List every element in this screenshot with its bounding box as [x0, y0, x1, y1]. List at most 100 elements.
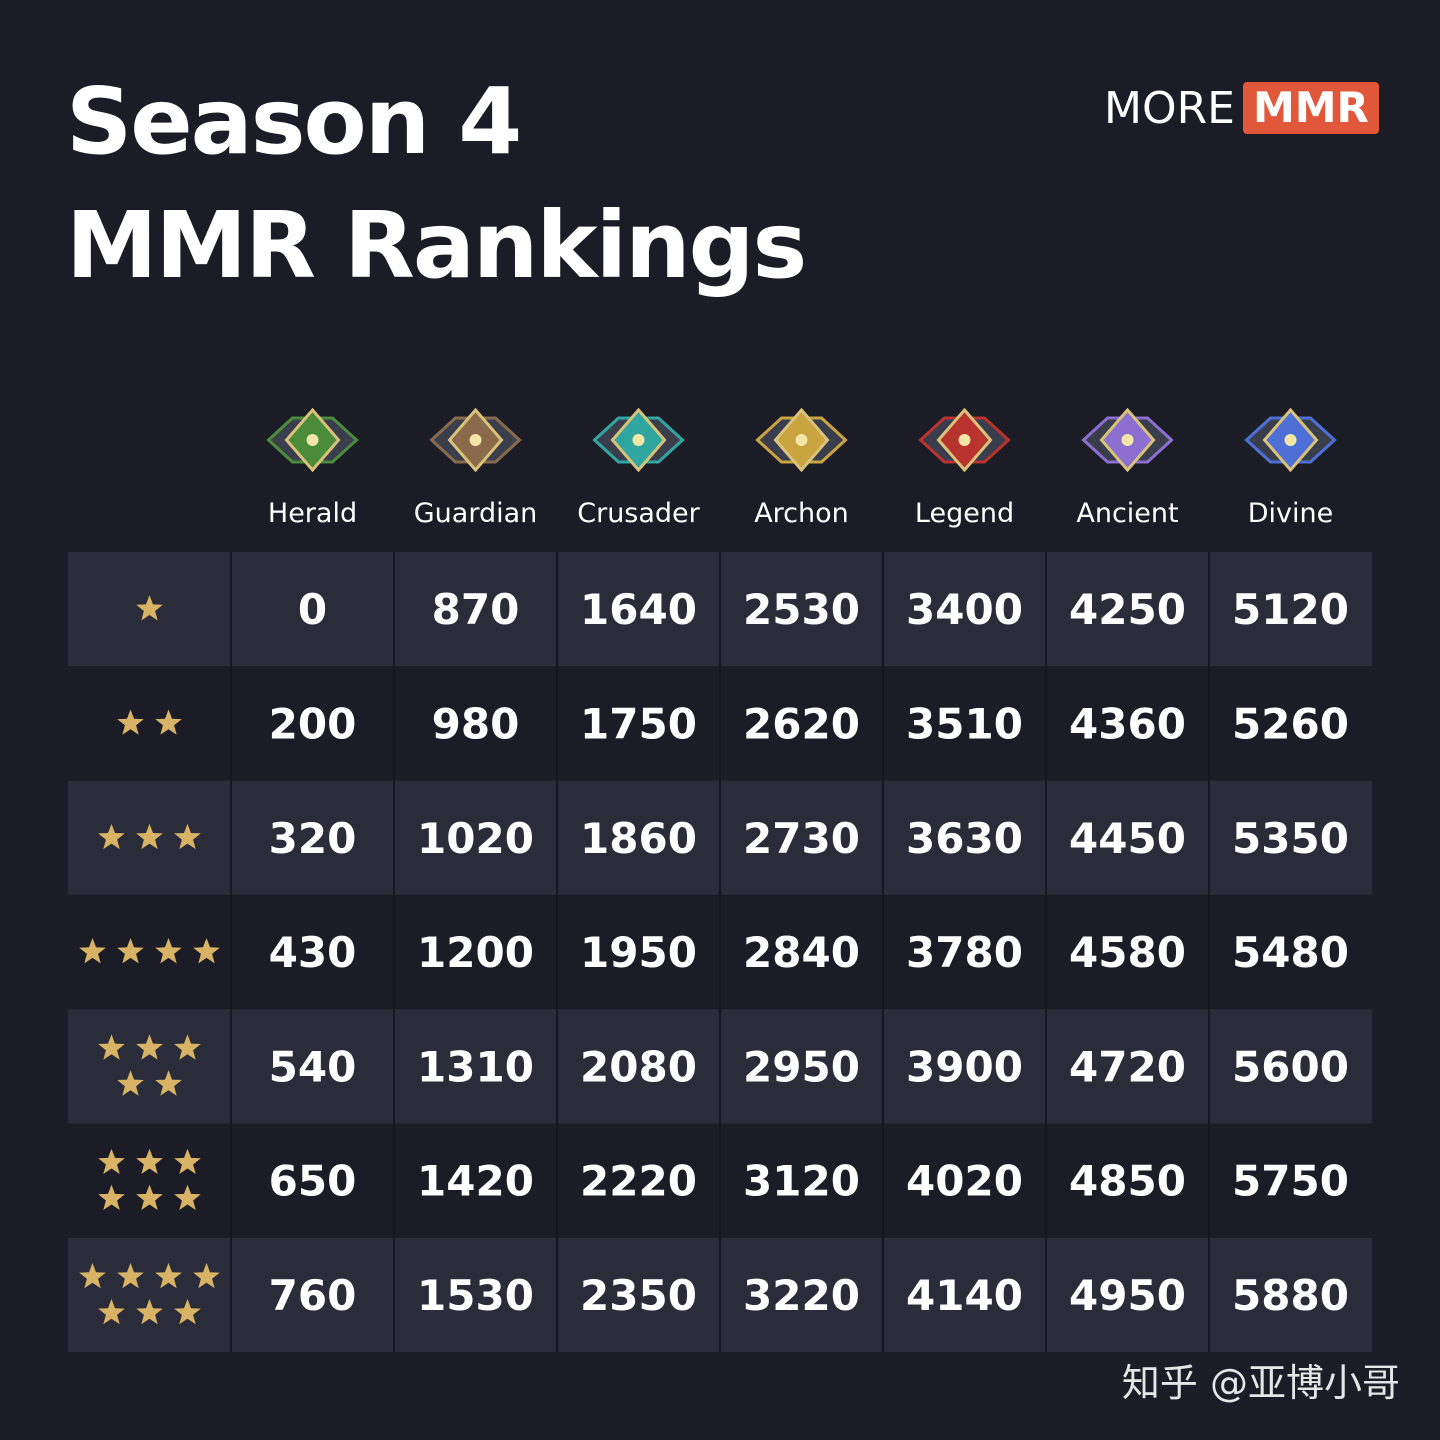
mmr-value: 1750 — [580, 699, 697, 748]
icon-gem — [1121, 434, 1134, 446]
column-header: Legend — [915, 498, 1014, 529]
mmr-value: 4450 — [1069, 814, 1186, 863]
column-header: Archon — [754, 498, 849, 529]
star-rating — [79, 938, 220, 964]
mmr-value: 2080 — [580, 1042, 697, 1091]
icon-gem — [795, 434, 808, 446]
mmr-value: 1530 — [417, 1271, 534, 1320]
icon-gem — [632, 434, 645, 446]
mmr-value: 2220 — [580, 1157, 697, 1206]
mmr-value: 5480 — [1232, 928, 1349, 977]
column-header: Crusader — [577, 498, 700, 529]
mmr-value: 980 — [432, 699, 520, 748]
mmr-value: 1950 — [580, 928, 697, 977]
column-header: Guardian — [414, 498, 538, 529]
rank-icon — [755, 407, 848, 473]
star — [174, 1148, 201, 1174]
mmr-value: 3900 — [906, 1042, 1023, 1091]
mmr-value: 1640 — [580, 585, 697, 634]
star — [193, 938, 220, 964]
mmr-value: 4950 — [1069, 1271, 1186, 1320]
mmr-value: 0 — [298, 585, 327, 634]
mmr-value: 5120 — [1232, 585, 1349, 634]
star — [117, 938, 144, 964]
rank-icon — [592, 407, 685, 473]
star — [79, 938, 106, 964]
mmr-value: 540 — [269, 1042, 357, 1091]
mmr-value: 5260 — [1232, 699, 1349, 748]
mmr-value: 320 — [269, 814, 357, 863]
mmr-value: 5750 — [1232, 1157, 1349, 1206]
logo-text: MORE — [1104, 82, 1235, 134]
star-rating — [136, 595, 163, 621]
star — [155, 1070, 182, 1096]
star — [155, 1262, 182, 1289]
star — [136, 595, 163, 621]
title-line: Season 4 — [66, 68, 522, 175]
rank-icon — [1244, 407, 1337, 473]
star — [79, 1262, 106, 1289]
star — [98, 1034, 125, 1060]
mmr-value: 4360 — [1069, 699, 1186, 748]
column-header: Ancient — [1076, 498, 1178, 529]
mmr-value: 1020 — [417, 814, 534, 863]
rank-icon — [429, 407, 522, 473]
star — [136, 1184, 163, 1210]
star — [117, 1070, 144, 1096]
mmr-value: 2530 — [743, 585, 860, 634]
logo-badge: MMR — [1242, 82, 1379, 134]
mmr-value: 2350 — [580, 1271, 697, 1320]
star — [174, 1184, 201, 1210]
star — [174, 823, 201, 850]
star — [174, 1034, 201, 1060]
mmr-value: 3120 — [743, 1157, 860, 1206]
title-line: MMR Rankings — [66, 192, 807, 299]
column-header: Herald — [268, 498, 357, 529]
star — [136, 823, 163, 850]
star — [117, 1262, 144, 1289]
star — [136, 1298, 163, 1325]
mmr-value: 4580 — [1069, 928, 1186, 977]
mmr-value: 1420 — [417, 1157, 534, 1206]
mmr-value: 4720 — [1069, 1042, 1186, 1091]
star — [193, 1262, 220, 1289]
star-rating — [98, 1148, 201, 1210]
icon-gem — [958, 434, 971, 446]
mmr-value: 3400 — [906, 585, 1023, 634]
mmr-value: 870 — [432, 585, 520, 634]
mmr-value: 5350 — [1232, 814, 1349, 863]
star-rating — [79, 1262, 220, 1325]
icon-gem — [469, 434, 482, 446]
star — [155, 938, 182, 964]
icon-gem — [1284, 434, 1297, 446]
star-rating — [117, 709, 182, 735]
rank-icon — [918, 407, 1011, 473]
star — [155, 709, 182, 735]
mmr-value: 5600 — [1232, 1042, 1349, 1091]
star — [117, 709, 144, 735]
star — [174, 1298, 201, 1325]
mmr-value: 2840 — [743, 928, 860, 977]
mmr-value: 3510 — [906, 699, 1023, 748]
mmr-value: 4020 — [906, 1157, 1023, 1206]
mmr-value: 4850 — [1069, 1157, 1186, 1206]
star — [98, 1298, 125, 1325]
mmr-value: 1310 — [417, 1042, 534, 1091]
mmr-value: 650 — [269, 1157, 357, 1206]
star — [136, 1034, 163, 1060]
star — [98, 1148, 125, 1174]
mmr-value: 3780 — [906, 928, 1023, 977]
star-rating — [98, 823, 201, 850]
mmr-value: 3630 — [906, 814, 1023, 863]
column-header: Divine — [1248, 498, 1334, 529]
mmr-value: 2950 — [743, 1042, 860, 1091]
mmr-value: 1200 — [417, 928, 534, 977]
mmr-value: 1860 — [580, 814, 697, 863]
mmr-value: 760 — [269, 1271, 357, 1320]
mmr-value: 2620 — [743, 699, 860, 748]
rank-icon — [266, 407, 359, 473]
mmr-value: 3220 — [743, 1271, 860, 1320]
mmr-value: 2730 — [743, 814, 860, 863]
